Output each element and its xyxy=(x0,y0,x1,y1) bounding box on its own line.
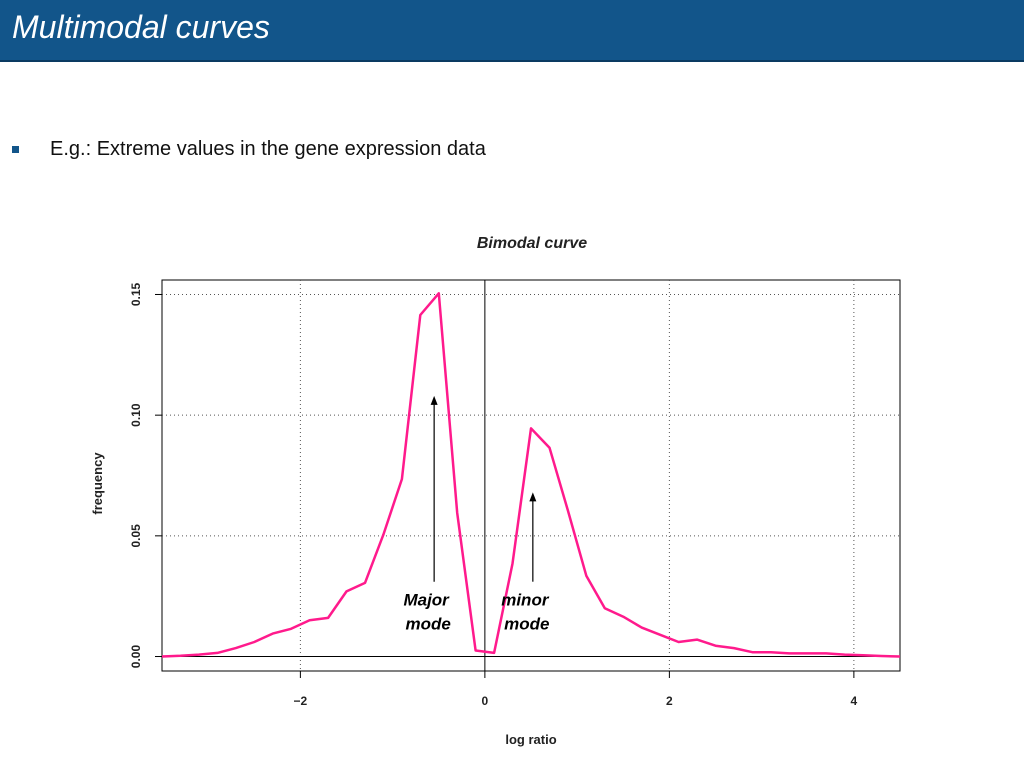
y-tick-label: 0.05 xyxy=(129,524,143,548)
annotation-arrowhead xyxy=(430,395,438,405)
x-tick-label: 0 xyxy=(482,694,489,708)
y-tick-label: 0.10 xyxy=(129,403,143,427)
bullet-text: E.g.: Extreme values in the gene express… xyxy=(50,138,486,160)
x-tick-label: 4 xyxy=(851,694,858,708)
y-tick-label: 0.15 xyxy=(129,282,143,306)
annotation-label: minor xyxy=(501,591,550,610)
y-axis: 0.00 0.05 0.10 0.15 xyxy=(129,282,162,668)
x-axis-title: log ratio xyxy=(505,732,556,747)
y-axis-title: frequency xyxy=(90,452,105,515)
x-tick-label: 2 xyxy=(666,694,673,708)
square-bullet-icon xyxy=(12,146,19,153)
annotation-label: mode xyxy=(405,615,450,634)
grid-lines xyxy=(162,280,900,671)
annotations: Major mode minor mode xyxy=(403,395,550,634)
title-bar: Multimodal curves xyxy=(0,0,1024,62)
y-tick-label: 0.00 xyxy=(129,645,143,669)
plot-frame xyxy=(161,279,901,672)
annotation-label: Major xyxy=(403,591,450,610)
annotation-label: mode xyxy=(504,615,549,634)
x-tick-label: −2 xyxy=(294,694,308,708)
series-line xyxy=(161,292,901,658)
annotation-arrowhead xyxy=(529,492,537,502)
x-axis: −2 0 2 4 xyxy=(294,671,858,708)
slide-title: Multimodal curves xyxy=(12,9,270,45)
chart-title: Bimodal curve xyxy=(477,235,587,252)
series-layer xyxy=(161,292,901,658)
